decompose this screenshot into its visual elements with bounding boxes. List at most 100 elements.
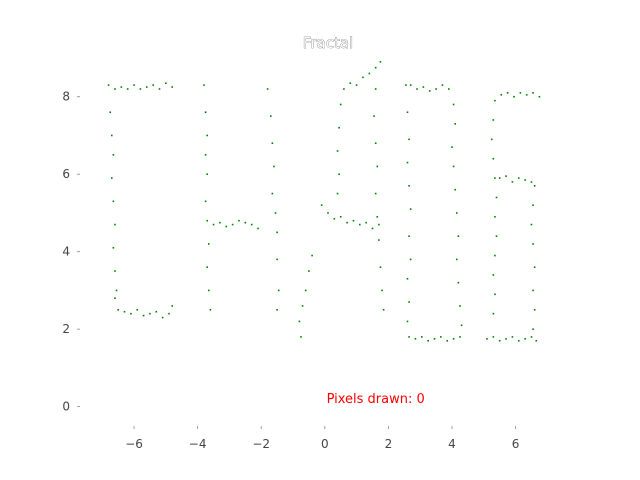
scatter-point <box>533 308 536 311</box>
scatter-point <box>532 243 534 245</box>
scatter-point <box>532 289 534 292</box>
scatter-point <box>532 204 534 206</box>
scatter-point <box>492 157 495 160</box>
scatter-point <box>376 165 379 168</box>
scatter-point <box>271 142 274 145</box>
scatter-point <box>422 86 425 88</box>
scatter-point <box>378 223 380 226</box>
scatter-point <box>110 134 113 137</box>
scatter-point <box>114 223 116 226</box>
y-tick-label: 2 <box>62 322 70 336</box>
scatter-point <box>408 185 410 187</box>
scatter-point <box>231 223 234 226</box>
scatter-point <box>408 235 410 237</box>
scatter-point <box>349 82 352 84</box>
scatter-point <box>494 177 496 179</box>
scatter-point <box>209 308 212 311</box>
scatter-point <box>460 324 463 327</box>
scatter-point <box>207 289 210 292</box>
scatter-point <box>120 86 123 88</box>
scatter-point <box>114 270 116 272</box>
scatter-point <box>428 90 431 92</box>
scatter-point <box>152 84 154 86</box>
scatter-point <box>374 66 377 69</box>
scatter-point <box>524 338 526 340</box>
scatter-point <box>409 84 412 86</box>
scatter-point <box>277 289 280 292</box>
y-axis-ticks: 0 2 4 6 8 <box>62 90 80 414</box>
scatter-point <box>495 196 498 199</box>
pixels-drawn-annotation: Pixels drawn: 0 <box>327 392 425 407</box>
scatter-point <box>371 227 374 230</box>
scatter-point <box>505 338 507 340</box>
x-axis-ticks: −6 −4 −2 0 2 4 6 <box>125 426 519 451</box>
scatter-point <box>519 92 522 94</box>
scatter-point <box>494 99 496 102</box>
scatter-point <box>110 177 113 179</box>
x-tick-label: 6 <box>512 437 520 451</box>
scatter-point <box>362 76 364 79</box>
scatter-point <box>517 177 520 179</box>
scatter-point <box>155 310 158 313</box>
scatter-point <box>112 200 115 203</box>
scatter-point <box>365 221 367 224</box>
scatter-point <box>114 297 116 299</box>
scatter-point <box>530 223 533 226</box>
scatter-point <box>517 339 520 342</box>
x-tick-label: −4 <box>189 437 207 451</box>
scatter-point <box>165 82 167 84</box>
scatter-point <box>327 212 329 214</box>
scatter-points <box>107 61 541 342</box>
scatter-point <box>308 270 310 272</box>
scatter-point <box>168 312 170 315</box>
scatter-point <box>374 142 377 145</box>
scatter-point <box>532 328 534 330</box>
scatter-point <box>123 310 126 313</box>
scatter-point <box>455 212 458 214</box>
scatter-point <box>346 221 348 224</box>
scatter-point <box>130 312 132 315</box>
scatter-point <box>149 312 151 315</box>
scatter-point <box>266 88 269 90</box>
scatter-point <box>530 181 533 183</box>
scatter-point <box>500 94 503 96</box>
scatter-point <box>339 216 342 218</box>
scatter-point <box>276 231 278 234</box>
x-tick-label: 2 <box>385 437 393 451</box>
scatter-point <box>408 301 410 303</box>
scatter-point <box>274 212 277 214</box>
scatter-point <box>145 86 148 88</box>
scatter-point <box>427 339 429 342</box>
scatter-point <box>238 219 240 222</box>
scatter-point <box>452 338 455 340</box>
scatter-point <box>406 111 409 114</box>
scatter-point <box>406 161 409 164</box>
scatter-point <box>408 336 410 338</box>
scatter-point <box>115 289 118 292</box>
scatter-point <box>538 95 541 98</box>
scatter-point <box>304 289 307 292</box>
scatter-point <box>454 123 456 125</box>
scatter-point <box>204 200 207 203</box>
scatter-point <box>339 103 342 106</box>
scatter-point <box>373 115 375 117</box>
scatter-point <box>455 258 458 261</box>
y-tick-label: 6 <box>62 167 70 181</box>
scatter-point <box>533 266 536 268</box>
scatter-point <box>338 173 340 176</box>
scatter-point <box>535 339 538 342</box>
scatter-point <box>311 254 313 257</box>
y-tick-label: 4 <box>62 245 70 259</box>
scatter-point <box>381 289 383 292</box>
scatter-point <box>374 88 377 90</box>
scatter-point <box>171 305 174 307</box>
scatter-point <box>525 94 528 96</box>
scatter-point <box>204 111 207 114</box>
scatter-point <box>494 254 496 257</box>
scatter-point <box>492 274 495 276</box>
scatter-point <box>276 258 278 261</box>
scatter-point <box>109 111 112 114</box>
scatter-point <box>171 86 174 88</box>
scatter-point <box>441 84 444 86</box>
